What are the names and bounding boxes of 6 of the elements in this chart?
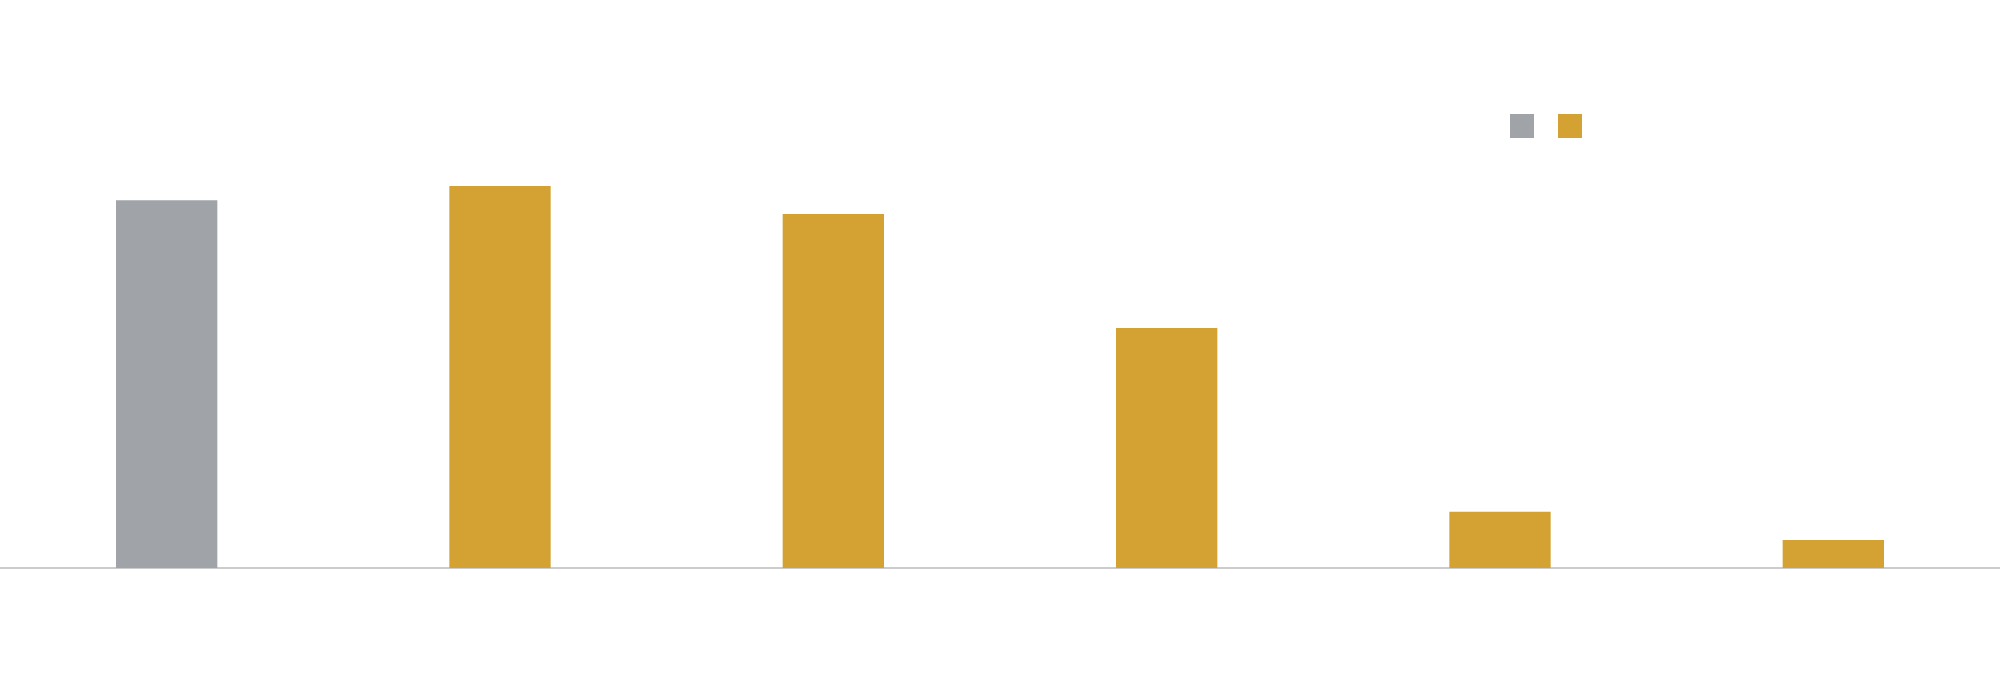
- bar: [1116, 328, 1218, 568]
- bar: [1449, 511, 1551, 568]
- bar: [782, 213, 884, 568]
- bar: [449, 186, 551, 568]
- bar: [116, 200, 218, 568]
- bar: [1782, 540, 1884, 568]
